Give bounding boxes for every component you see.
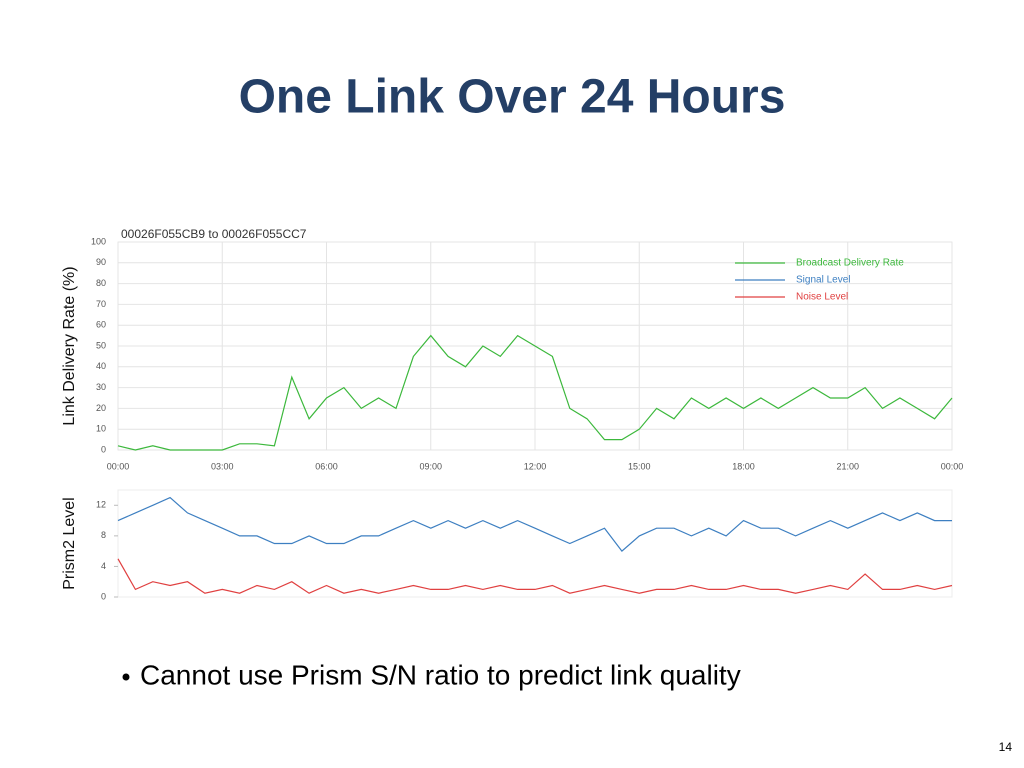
x-tick-label: 00:00: [107, 461, 130, 471]
page-number: 14: [999, 740, 1013, 754]
legend-label: Broadcast Delivery Rate: [796, 258, 904, 269]
series-line: [117, 334, 953, 451]
y-tick-label: 4: [101, 561, 106, 571]
y-tick-label: 90: [96, 257, 106, 267]
x-tick-label: 03:00: [211, 461, 234, 471]
x-tick-label: 12:00: [524, 461, 547, 471]
x-tick-label: 06:00: [315, 461, 338, 471]
y-tick-label: 70: [96, 299, 106, 309]
x-tick-label: 00:00: [941, 461, 964, 471]
slide-title: One Link Over 24 Hours: [239, 71, 786, 124]
y-tick-label: 12: [96, 500, 106, 510]
chart-subtitle: 00026F055CB9 to 00026F055CC7: [121, 227, 307, 241]
bullet-dot: [122, 673, 130, 681]
y-tick-label: 60: [96, 320, 106, 330]
y-tick-label: 20: [96, 403, 106, 413]
legend-label: Signal Level: [796, 275, 850, 286]
x-tick-label: 09:00: [419, 461, 442, 471]
y-axis-label: Prism2 Level: [61, 497, 78, 589]
y-tick-label: 100: [91, 236, 106, 246]
legend-label: Noise Level: [796, 292, 848, 303]
y-tick-label: 0: [101, 591, 106, 601]
y-tick-label: 80: [96, 278, 106, 288]
y-tick-label: 10: [96, 424, 106, 434]
x-tick-label: 15:00: [628, 461, 651, 471]
x-tick-label: 21:00: [836, 461, 859, 471]
y-tick-label: 8: [101, 530, 106, 540]
y-tick-label: 50: [96, 340, 106, 350]
series-line: [117, 496, 952, 552]
plot-area: [117, 489, 953, 598]
series-line: [117, 558, 953, 594]
y-tick-label: 30: [96, 382, 106, 392]
y-tick-label: 0: [101, 444, 106, 454]
x-tick-label: 18:00: [732, 461, 755, 471]
y-axis-label: Link Delivery Rate (%): [61, 266, 78, 425]
bullet-text: Cannot use Prism S/N ratio to predict li…: [140, 659, 741, 690]
y-tick-label: 40: [96, 361, 106, 371]
